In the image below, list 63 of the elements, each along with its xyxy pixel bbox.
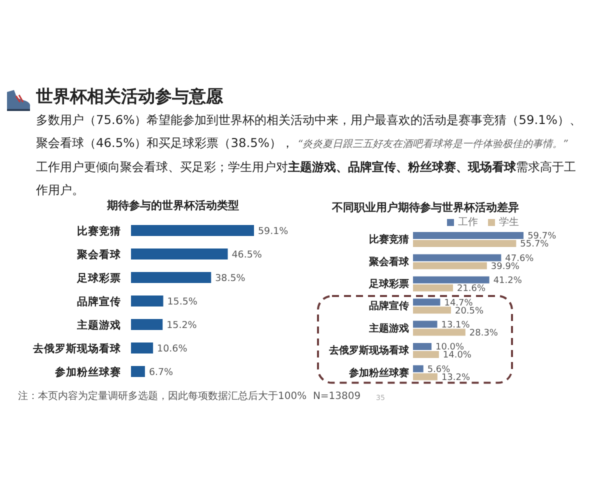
data-label: 39.9% [490, 262, 520, 272]
data-label: 13.2% [441, 372, 470, 383]
data-label: 47.6% [505, 254, 534, 264]
text: 主题游戏、品牌宣传、粉丝球赛、现场看球 [288, 160, 516, 174]
bar [413, 240, 516, 247]
bar [131, 272, 212, 283]
y-tick-label: 比赛竞猜 [77, 224, 121, 238]
text: 工作用户更倾向聚会看球、买足彩；学生用户对 [36, 160, 288, 174]
data-label: 15.2% [166, 320, 197, 331]
data-label: 28.3% [469, 328, 498, 338]
y-tick-label: 足球彩票 [368, 278, 409, 290]
bar [131, 342, 154, 354]
bar [413, 262, 487, 270]
y-tick-label: 足球彩票 [76, 271, 121, 284]
y-tick-label: 品牌宣传 [369, 300, 409, 312]
bar [131, 225, 254, 236]
y-tick-label: 去俄罗斯现场看球 [328, 344, 410, 357]
bar [131, 248, 228, 260]
y-tick-label: 聚会看球 [368, 256, 410, 268]
data-label: 41.2% [493, 276, 522, 286]
text: 世界杯相关活动参与意愿 [36, 86, 223, 108]
y-tick-label: 去俄罗斯现场看球 [32, 342, 122, 355]
data-label: 59.1% [258, 226, 288, 237]
bar [131, 319, 163, 330]
bar [413, 254, 502, 262]
bar [413, 342, 432, 350]
data-label: 55.7% [520, 240, 550, 250]
bar [413, 320, 438, 328]
data-label: 6.7% [148, 366, 174, 378]
y-tick-label: 主题游戏 [76, 318, 121, 332]
y-tick-label: 参加粉丝球赛 [348, 366, 409, 379]
bar [413, 298, 440, 306]
data-label: 46.5% [232, 249, 262, 260]
bar [413, 350, 439, 358]
data-label: 14.7% [444, 298, 474, 308]
bar [413, 276, 490, 284]
text: 注：本页内容为定量调研多选题，因此每项数据汇总后大于100% N=13809 [18, 391, 361, 403]
bar [413, 284, 454, 292]
y-tick-label: 品牌宣传 [77, 294, 121, 308]
data-label: 14.0% [442, 350, 472, 361]
data-label: 13.1% [441, 320, 470, 330]
data-label: 5.6% [427, 364, 451, 375]
legend-label: 学生 [498, 217, 519, 228]
y-tick-label: 比赛竞猜 [369, 234, 409, 246]
text: “炎炎夏日跟三五好友在酒吧看球将是一件体验极佳的事情。” [297, 138, 568, 150]
bar [413, 328, 466, 336]
y-tick-label: 参加粉丝球赛 [54, 365, 121, 378]
bar [413, 306, 451, 314]
data-label: 20.5% [454, 306, 484, 316]
y-tick-label: 主题游戏 [368, 322, 409, 334]
data-label: 38.5% [215, 272, 246, 284]
data-label: 21.6% [457, 284, 486, 294]
bar [131, 296, 164, 306]
legend-label: 工作 [458, 217, 478, 228]
bar [413, 365, 424, 372]
bar [131, 366, 145, 377]
bar [413, 373, 438, 380]
chart-title: 期待参与的世界杯活动类型 [107, 198, 239, 214]
chart-title: 不同职业用户期待参与世界杯活动差异 [332, 200, 519, 216]
y-tick-label: 聚会看球 [76, 248, 122, 261]
data-label: 10.6% [157, 343, 188, 354]
bar [413, 232, 524, 239]
data-label: 15.5% [167, 296, 198, 308]
